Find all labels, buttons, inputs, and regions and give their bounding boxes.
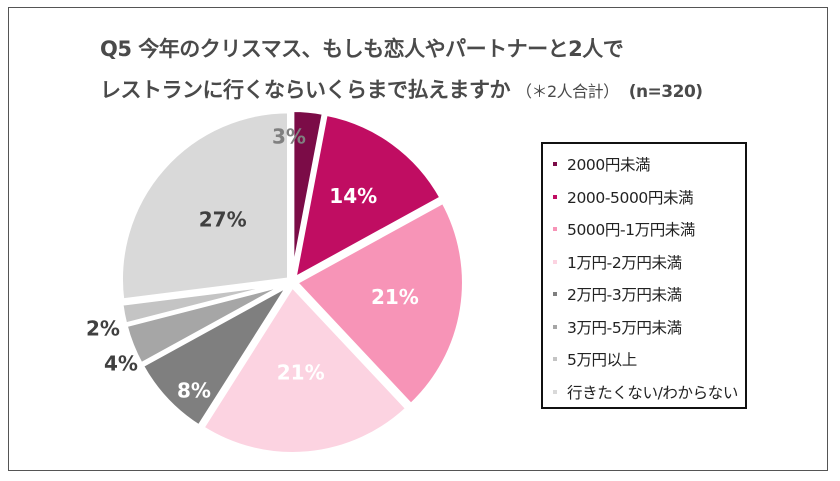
legend-label: 3万円-5万円未満: [567, 318, 682, 337]
legend-label: 2000円未満: [567, 156, 651, 175]
legend-item: 1万円-2万円未満: [553, 246, 745, 279]
data-label: 21%: [277, 360, 325, 384]
legend-label: 2万円-3万円未満: [567, 286, 682, 305]
data-label: 14%: [329, 184, 377, 208]
legend-label: 行きたくない/わからない: [567, 383, 738, 402]
legend-marker-icon: [553, 292, 557, 297]
legend-item: 5万円以上: [553, 343, 745, 376]
chart-sample-size: (n=320): [628, 82, 703, 102]
pie-slice: [292, 111, 444, 281]
legend-label: 1万円-2万円未満: [567, 253, 682, 272]
pie-slice: [200, 283, 410, 456]
data-label: 4%: [104, 352, 138, 376]
chart-title-note: （＊2人合計）: [516, 82, 619, 101]
data-label: 21%: [371, 285, 419, 309]
legend-marker-icon: [553, 389, 557, 394]
legend-item: 2000円未満: [553, 148, 745, 181]
legend-item: 5000円-1万円未満: [553, 213, 745, 246]
chart-title-line1: Q5 今年のクリスマス、もしも恋人やパートナーと2人で: [100, 37, 624, 61]
data-label: 2%: [86, 317, 120, 341]
legend-item: 2万円-3万円未満: [553, 278, 745, 311]
pie-slice: [290, 108, 326, 281]
data-label: 3%: [272, 125, 306, 149]
legend-marker-icon: [553, 357, 557, 362]
legend-label: 5000円-1万円未満: [567, 221, 696, 240]
data-label: 27%: [199, 207, 247, 231]
legend-item: 2000-5000円未満: [553, 181, 745, 214]
pie-slice: [119, 280, 291, 327]
chart-title-line2: レストランに行くならいくらまで払えますか （＊2人合計） (n=320): [100, 74, 703, 104]
chart-legend: 2000円未満 2000-5000円未満 5000円-1万円未満 1万円-2万円未満 2…: [541, 142, 747, 409]
legend-marker-icon: [553, 162, 557, 167]
legend-label: 2000-5000円未満: [567, 188, 694, 207]
legend-marker-icon: [553, 227, 557, 232]
legend-item: 3万円-5万円未満: [553, 311, 745, 344]
legend-label: 5万円以上: [567, 351, 637, 370]
legend-marker-icon: [553, 194, 557, 199]
legend-marker-icon: [553, 259, 557, 264]
chart-title-question: レストランに行くならいくらまで払えますか: [100, 78, 511, 102]
pie-slice: [119, 109, 291, 303]
legend-item: 行きたくない/わからない: [553, 376, 745, 409]
pie-slice: [293, 199, 466, 408]
data-label: 8%: [177, 379, 211, 403]
legend-marker-icon: [553, 324, 557, 329]
